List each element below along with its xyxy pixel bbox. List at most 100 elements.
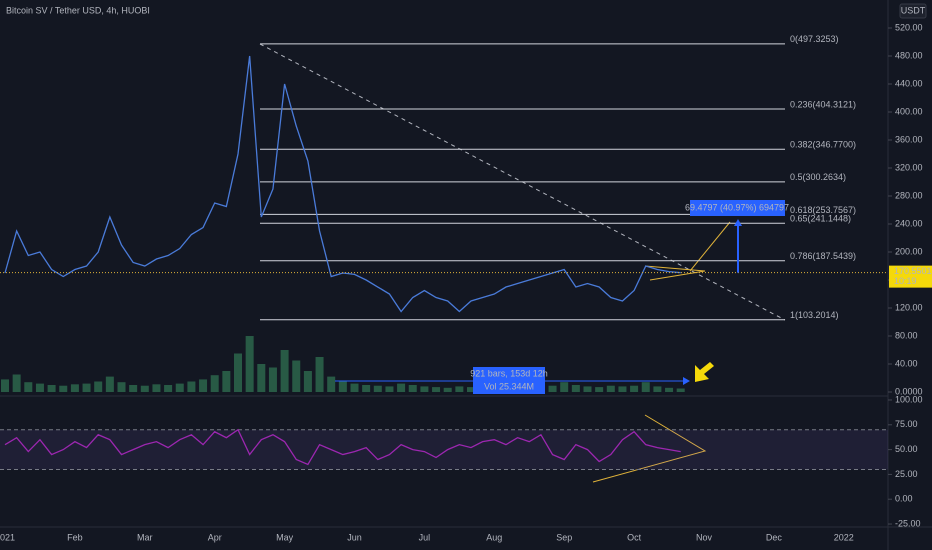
y-tick-label: 200.00	[895, 246, 923, 256]
volume-bar	[47, 385, 56, 393]
y-tick-label: 280.00	[895, 190, 923, 200]
triangle-pattern	[644, 265, 706, 281]
volume-bar	[234, 353, 242, 393]
range-bars: 921 bars, 153d 12h	[470, 368, 548, 378]
volume-bar	[583, 386, 592, 393]
volume-bar	[94, 381, 103, 393]
fib-label: 0.236(404.3121)	[790, 99, 856, 109]
volume-bar	[665, 387, 674, 393]
x-tick-label: Feb	[67, 532, 83, 542]
x-tick-label: Mar	[137, 532, 153, 542]
y-tick-label: 360.00	[895, 134, 923, 144]
x-tick-label: Apr	[208, 532, 222, 542]
fib-label: 1(103.2014)	[790, 310, 839, 320]
volume-bar	[606, 385, 615, 393]
y-tick-label: 100.00	[895, 394, 923, 404]
volume-bar	[117, 382, 126, 393]
volume-bar	[548, 385, 557, 393]
volume-bar	[24, 382, 33, 393]
volume-bar	[35, 383, 44, 393]
y-tick-label: 520.00	[895, 22, 923, 32]
x-tick-label: Aug	[486, 532, 502, 542]
volume-bar	[292, 360, 301, 393]
fib-label: 0.786(187.5439)	[790, 251, 856, 261]
series-line	[4, 428, 681, 466]
x-tick-label: 2021	[0, 532, 15, 542]
range-volume: Vol 25.344M	[484, 381, 534, 391]
volume-bar	[280, 350, 289, 393]
measure-arrowhead	[734, 219, 742, 226]
y-tick-label: 240.00	[895, 218, 923, 228]
volume-bar	[199, 379, 208, 393]
volume-bar	[70, 384, 79, 393]
volume-bar	[408, 385, 417, 393]
chart-title: Bitcoin SV / Tether USD, 4h, HUOBI	[6, 5, 150, 15]
volume-bar	[210, 375, 219, 393]
volume-bar	[315, 357, 324, 393]
volume-bar	[105, 376, 114, 393]
y-tick-label: 40.00	[895, 358, 918, 368]
fib-label: 0.382(346.7700)	[790, 140, 856, 150]
volume-bar	[385, 386, 394, 393]
y-tick-label: 25.00	[895, 469, 918, 479]
volume-bar	[59, 385, 68, 393]
volume-bar	[350, 383, 359, 393]
volume-bar	[455, 386, 464, 393]
x-tick-label: Nov	[696, 532, 713, 542]
y-tick-label: 440.00	[895, 78, 923, 88]
volume-bar	[327, 376, 336, 393]
countdown: 10:19	[894, 276, 917, 286]
volume-bar	[560, 382, 569, 393]
volume-bar	[268, 367, 277, 393]
volume-bar	[303, 371, 312, 393]
x-tick-label: Jun	[347, 532, 362, 542]
x-tick-label: Jul	[419, 532, 431, 542]
volume-bar	[1, 379, 9, 393]
volume-bar	[82, 383, 91, 393]
y-tick-label: 120.00	[895, 302, 923, 312]
volume-bar	[676, 388, 685, 393]
measure-box	[690, 200, 785, 216]
currency-box[interactable]	[899, 3, 927, 19]
volume-bar	[420, 386, 429, 393]
volume-bar	[257, 364, 266, 393]
currency: USDT	[901, 5, 926, 15]
fib-label: 0.5(300.2634)	[790, 172, 846, 182]
volume-bar	[571, 385, 580, 393]
rsi-band	[0, 429, 888, 470]
x-tick-label: Sep	[556, 532, 572, 542]
volume-bar	[397, 383, 406, 393]
volume-bar	[129, 385, 138, 393]
volume-bar	[432, 387, 441, 393]
volume-bar	[245, 336, 254, 393]
last-price: 170.5501	[894, 266, 932, 276]
last-price-box	[889, 265, 932, 288]
volume-bar	[140, 385, 149, 393]
projection-line	[689, 221, 731, 272]
fib-label: 0.618(253.7567)	[790, 205, 856, 215]
x-tick-label: Dec	[766, 532, 783, 542]
y-tick-label: 320.00	[895, 162, 923, 172]
y-tick-label: 50.00	[895, 444, 918, 454]
measure-label: 69.4797 (40.97%) 694797	[685, 202, 789, 212]
volume-bar	[187, 381, 196, 393]
volume-bar	[362, 385, 371, 393]
volume-bar	[641, 382, 650, 393]
volume-bar	[152, 384, 161, 393]
volume-bar	[12, 374, 21, 393]
y-tick-label: 400.00	[895, 106, 923, 116]
range-box	[473, 367, 545, 394]
y-tick-label: 0.0000	[895, 386, 923, 396]
volume-bar	[653, 386, 662, 393]
volume-bar	[373, 385, 382, 393]
x-tick-label: May	[276, 532, 294, 542]
volume-bar	[630, 385, 639, 393]
arrow-icon	[695, 362, 714, 382]
volume-bar	[338, 381, 347, 393]
y-tick-label: 80.00	[895, 330, 918, 340]
series-line	[4, 55, 681, 313]
y-tick-label: 480.00	[895, 50, 923, 60]
x-tick-label: 2022	[834, 532, 854, 542]
